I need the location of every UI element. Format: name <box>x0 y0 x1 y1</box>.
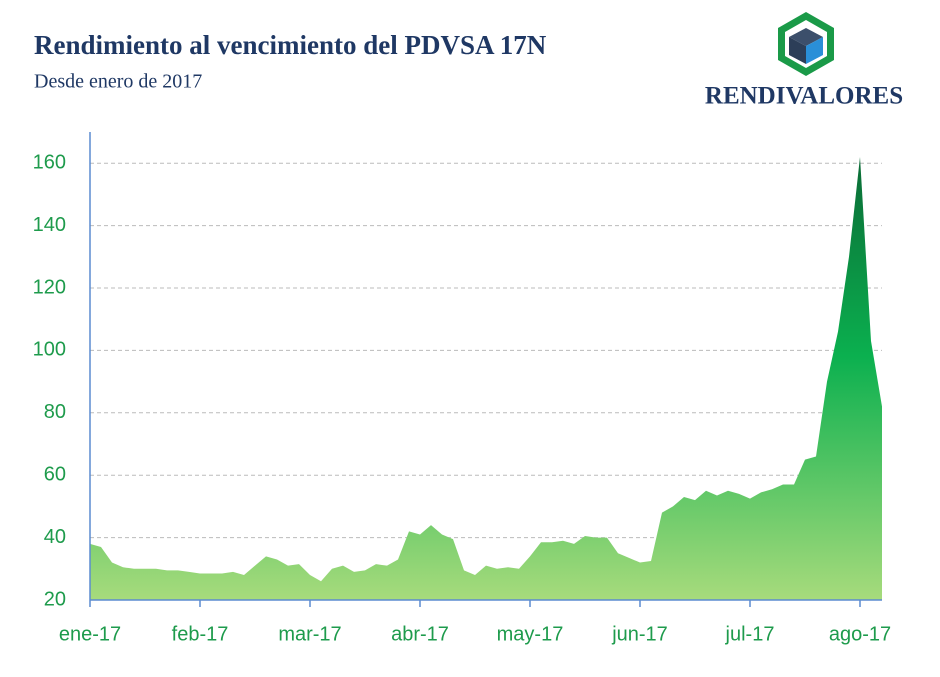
y-tick-label: 120 <box>33 276 66 298</box>
x-tick-label: ago-17 <box>829 623 891 645</box>
y-tick-label: 140 <box>33 214 66 236</box>
y-tick-label: 160 <box>33 151 66 173</box>
x-tick-label: ene-17 <box>59 623 121 645</box>
y-tick-label: 40 <box>44 526 66 548</box>
x-tick-label: may-17 <box>497 623 564 645</box>
chart-title: Rendimiento al vencimiento del PDVSA 17N <box>34 30 547 60</box>
x-tick-label: jul-17 <box>725 623 775 645</box>
y-tick-label: 80 <box>44 401 66 423</box>
x-tick-label: mar-17 <box>278 623 341 645</box>
area <box>90 156 882 600</box>
logo-text: RENDIVALORES <box>705 83 903 110</box>
chart-subtitle: Desde enero de 2017 <box>34 71 202 93</box>
x-tick-label: abr-17 <box>391 623 449 645</box>
y-tick-label: 100 <box>33 339 66 361</box>
y-tick-label: 20 <box>44 588 66 610</box>
x-tick-label: feb-17 <box>172 623 229 645</box>
y-tick-label: 60 <box>44 463 66 485</box>
x-tick-label: jun-17 <box>611 623 668 645</box>
logo: RENDIVALORES <box>705 12 903 110</box>
